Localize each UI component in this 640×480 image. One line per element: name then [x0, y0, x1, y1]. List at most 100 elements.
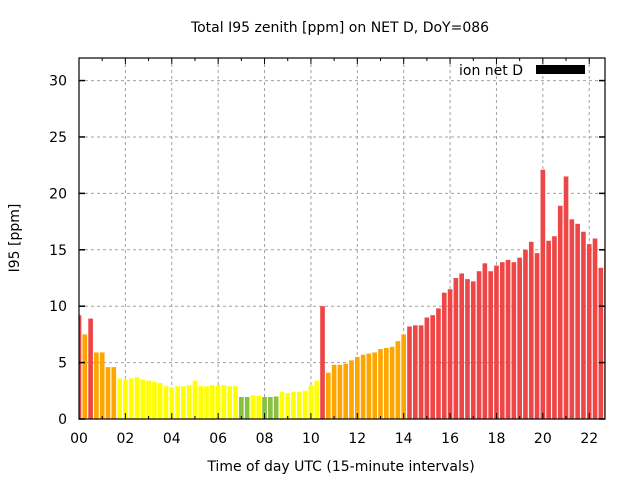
bar: [453, 277, 459, 419]
bar: [181, 386, 186, 419]
bar: [326, 372, 331, 419]
bar: [291, 391, 296, 419]
bar: [441, 292, 447, 419]
bar: [88, 318, 93, 419]
y-tick-label: 30: [49, 74, 67, 90]
bar: [79, 315, 82, 419]
bar: [459, 273, 464, 419]
bar: [250, 395, 256, 419]
bar: [163, 386, 169, 419]
bar: [157, 382, 163, 419]
y-tick-labels: 0 5 10 15 20 25 30: [49, 74, 67, 428]
legend: ion net D: [459, 63, 585, 79]
x-tick-label: 18: [488, 431, 506, 447]
axis-ticks: [78, 58, 605, 420]
bar: [581, 231, 586, 419]
y-tick-label: 10: [49, 299, 67, 315]
x-tick-label: 14: [395, 431, 413, 447]
bar: [546, 240, 551, 419]
x-tick-label: 10: [302, 431, 320, 447]
bar: [244, 397, 250, 419]
bar: [302, 390, 308, 419]
bar: [198, 386, 204, 419]
bar: [279, 391, 285, 419]
x-tick-label: 04: [163, 431, 181, 447]
bar: [123, 379, 128, 419]
plot-frame: [78, 57, 606, 420]
bar: [598, 267, 604, 419]
legend-swatch: [536, 65, 585, 74]
bar: [349, 360, 354, 419]
bar: [175, 386, 180, 419]
bar: [146, 380, 151, 419]
bar: [337, 364, 343, 419]
bar: [233, 386, 238, 419]
bar: [505, 259, 511, 419]
y-tick-label: 15: [49, 243, 67, 259]
bar: [354, 356, 360, 419]
bar: [314, 380, 320, 419]
x-tick-label: 12: [348, 431, 366, 447]
bar: [128, 378, 134, 419]
bar: [268, 397, 273, 419]
bar: [99, 352, 105, 419]
bar: [528, 241, 534, 419]
bar: [488, 271, 493, 419]
bar: [412, 325, 418, 419]
bar: [378, 349, 383, 419]
bar: [262, 397, 267, 419]
y-tick-label: 25: [49, 130, 67, 146]
x-tick-label: 08: [256, 431, 274, 447]
bar: [534, 253, 540, 419]
bar: [221, 385, 227, 419]
y-axis-label: I95 [ppm]: [7, 204, 23, 273]
x-tick-label: 16: [441, 431, 459, 447]
bar: [395, 341, 401, 419]
bar: [372, 352, 378, 419]
bar: [210, 385, 215, 419]
bar: [465, 279, 470, 419]
bar: [169, 387, 175, 419]
bar: [111, 367, 117, 419]
bar: [239, 397, 244, 419]
bar: [436, 308, 441, 419]
x-tick-label: 22: [580, 431, 598, 447]
chart-title: Total I95 zenith [ppm] on NET D, DoY=086: [190, 20, 489, 36]
bar: [82, 334, 88, 419]
bar: [430, 315, 435, 419]
x-tick-labels: 00 02 04 06 08 10 12 14 16 18 20 22: [70, 431, 598, 447]
bar: [557, 205, 563, 419]
x-axis-label: Time of day UTC (15-minute intervals): [206, 459, 474, 475]
bar: [499, 262, 505, 419]
bar: [204, 386, 209, 419]
bar: [360, 354, 366, 419]
x-tick-label: 20: [534, 431, 552, 447]
bar: [94, 352, 99, 419]
bar: [586, 244, 592, 419]
bar: [552, 236, 557, 419]
bar: [592, 238, 598, 419]
legend-label: ion net D: [459, 63, 523, 79]
bar: [401, 334, 407, 419]
bar: [186, 385, 192, 419]
bar: [331, 364, 337, 419]
bar: [273, 396, 279, 419]
bar: [140, 379, 146, 419]
bars: [79, 169, 605, 419]
x-tick-label: 00: [70, 431, 88, 447]
bar: [343, 363, 349, 419]
bar: [447, 289, 453, 419]
x-tick-label: 02: [116, 431, 134, 447]
bar: [569, 219, 575, 419]
bar: [192, 380, 198, 419]
bar: [511, 262, 517, 419]
bar: [517, 257, 522, 419]
bar: [297, 391, 302, 419]
bar: [383, 347, 389, 419]
bar: [117, 378, 122, 419]
bar: [215, 385, 221, 419]
bar: [418, 325, 424, 419]
bar: [476, 271, 482, 419]
bar: [285, 393, 291, 419]
bar: [105, 367, 111, 419]
